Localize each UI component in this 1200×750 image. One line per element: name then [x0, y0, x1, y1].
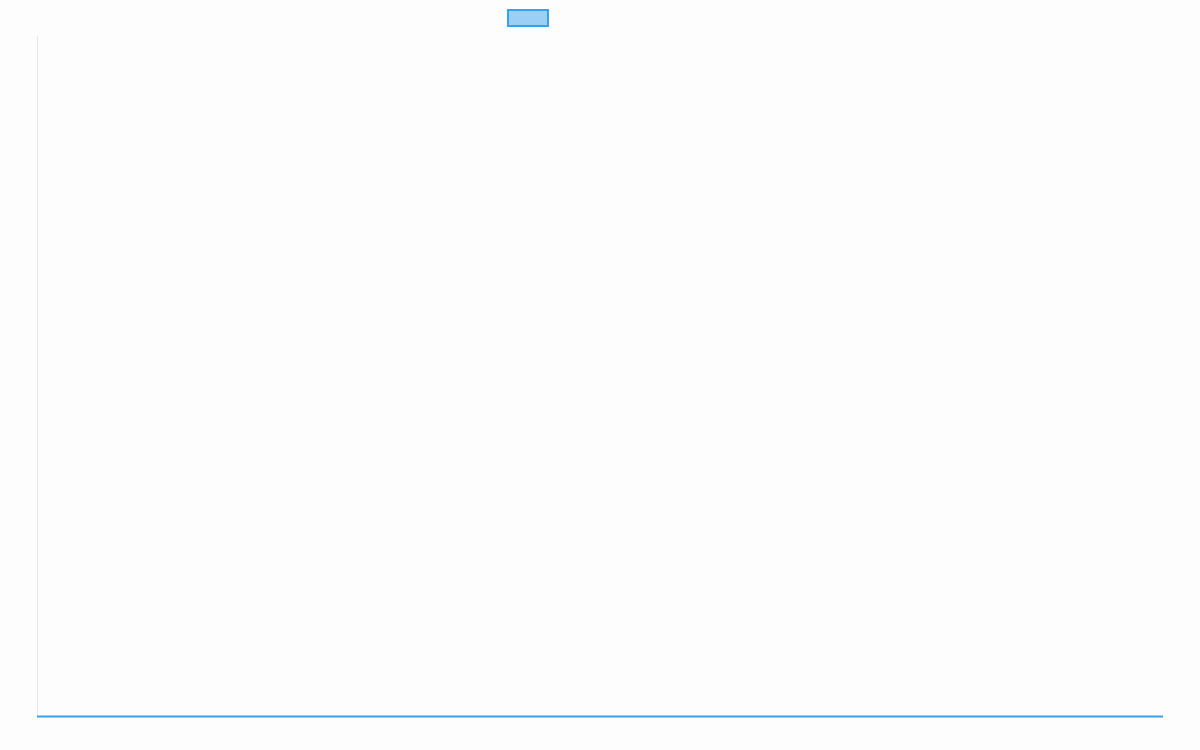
legend[interactable]	[507, 9, 549, 27]
legend-swatch[interactable]	[507, 9, 549, 27]
